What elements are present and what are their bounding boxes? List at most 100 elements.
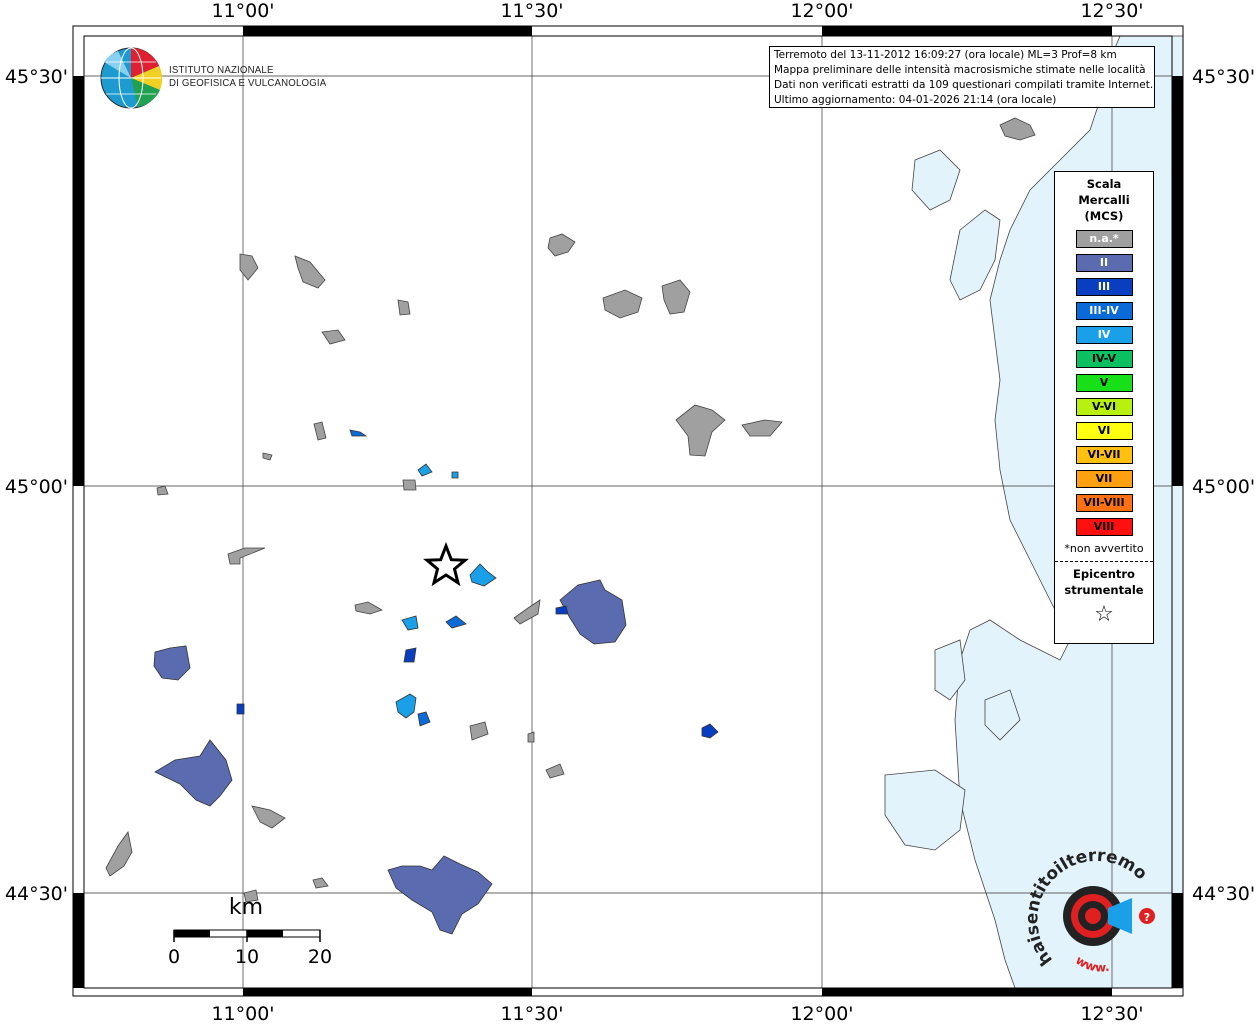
intensity-legend: Scala Mercalli (MCS) n.a.* II III III-IV IV I… bbox=[1054, 171, 1154, 644]
legend-note: *non avvertito bbox=[1064, 542, 1144, 555]
right-lat-label: 45°00' bbox=[1192, 476, 1255, 498]
grid-labels: 11°00' 11°30' 12°00' 12°30' 11°00' 11°30… bbox=[5, 0, 1255, 1024]
left-lat-label: 45°30' bbox=[5, 66, 68, 88]
municipality bbox=[701, 723, 719, 739]
legend-swatch: IV-V bbox=[1075, 350, 1133, 368]
municipality bbox=[243, 889, 259, 903]
lagoon bbox=[984, 689, 1021, 741]
legend-swatch: n.a.* bbox=[1075, 230, 1133, 248]
legend-epicentre-line: Epicentro bbox=[1073, 567, 1135, 581]
legend-scale-list: n.a.* II III III-IV IV IV-V V V-VI VI VI-VII VII VI… bbox=[1055, 230, 1153, 536]
left-lat-label: 45°00' bbox=[5, 476, 68, 498]
scale-bar-unit: km bbox=[229, 895, 263, 920]
municipality bbox=[154, 739, 233, 807]
municipality bbox=[661, 279, 691, 315]
venice-island bbox=[999, 117, 1036, 141]
municipality bbox=[445, 615, 467, 629]
legend-swatch: V bbox=[1075, 374, 1133, 392]
legend-separator bbox=[1055, 561, 1153, 562]
top-lon-label: 11°00' bbox=[211, 0, 274, 22]
legend-swatch: VIII bbox=[1075, 518, 1133, 536]
municipality bbox=[513, 599, 541, 625]
municipality bbox=[403, 647, 417, 663]
legend-title-line: Scala bbox=[1086, 177, 1122, 191]
lagoon bbox=[884, 769, 966, 851]
legend-swatch: III-IV bbox=[1075, 302, 1133, 320]
logo-line: ISTITUTO NAZIONALE bbox=[169, 64, 274, 76]
legend-swatch: V-VI bbox=[1075, 398, 1133, 416]
municipality bbox=[417, 463, 433, 477]
svg-text:?: ? bbox=[1144, 911, 1150, 924]
gridlines bbox=[84, 36, 1172, 988]
municipality bbox=[387, 855, 493, 935]
legend-swatch: IV bbox=[1075, 326, 1133, 344]
left-lat-label: 44°30' bbox=[5, 883, 68, 905]
lagoon bbox=[949, 209, 1001, 301]
right-lat-label: 44°30' bbox=[1192, 883, 1255, 905]
municipality bbox=[527, 731, 535, 743]
municipality bbox=[469, 721, 489, 741]
municipality bbox=[354, 601, 383, 615]
municipality bbox=[545, 763, 565, 779]
municipalities-iv bbox=[395, 463, 497, 719]
municipality bbox=[675, 404, 726, 457]
legend-swatch: VI bbox=[1075, 422, 1133, 440]
municipality bbox=[402, 479, 417, 491]
municipality bbox=[153, 645, 191, 681]
ingv-logo-text: ISTITUTO NAZIONALE DI GEOFISICA E VULCAN… bbox=[169, 64, 326, 90]
legend-epicentre-line: strumentale bbox=[1064, 583, 1144, 597]
municipality bbox=[741, 419, 783, 437]
event-info-line: Ultimo aggiornamento: 04-01-2026 21:14 (… bbox=[774, 94, 1057, 106]
municipality bbox=[397, 299, 411, 316]
municipality bbox=[312, 877, 329, 889]
lagoon bbox=[934, 639, 966, 701]
legend-epicentre-label: Epicentro strumentale bbox=[1055, 566, 1153, 598]
municipality bbox=[417, 711, 431, 727]
municipalities-iii-iv bbox=[349, 429, 467, 727]
municipalities-na bbox=[105, 233, 783, 903]
legend-swatch: II bbox=[1075, 254, 1133, 272]
municipality bbox=[313, 421, 327, 441]
municipality bbox=[294, 255, 326, 289]
scale-tick-label: 10 bbox=[235, 946, 259, 968]
event-info-box: Terremoto del 13-11-2012 16:09:27 (ora l… bbox=[769, 46, 1155, 108]
municipality bbox=[555, 605, 569, 615]
municipality bbox=[349, 429, 368, 437]
legend-title-line: (MCS) bbox=[1084, 209, 1124, 223]
scale-bar: km 0 10 20 bbox=[168, 895, 332, 968]
municipality bbox=[227, 547, 266, 565]
bottom-lon-label: 12°00' bbox=[790, 1003, 853, 1024]
municipality bbox=[105, 831, 133, 877]
municipality bbox=[239, 253, 259, 281]
event-info-line: Mappa preliminare delle intensità macros… bbox=[774, 64, 1146, 76]
epicentre-star bbox=[423, 541, 469, 587]
municipalities-ii bbox=[153, 579, 627, 935]
municipality bbox=[559, 579, 627, 645]
municipalities-iii bbox=[236, 605, 719, 739]
legend-swatch: VII-VIII bbox=[1075, 494, 1133, 512]
municipality bbox=[602, 289, 643, 319]
municipality bbox=[395, 693, 417, 719]
event-info-line: Terremoto del 13-11-2012 16:09:27 (ora l… bbox=[774, 49, 1117, 61]
municipality bbox=[401, 615, 419, 631]
bottom-lon-label: 11°30' bbox=[500, 1003, 563, 1024]
top-lon-label: 11°30' bbox=[500, 0, 563, 22]
lagoon bbox=[911, 149, 961, 211]
right-lat-label: 45°30' bbox=[1192, 66, 1255, 88]
scale-tick-label: 20 bbox=[308, 946, 332, 968]
scale-tick-label: 0 bbox=[168, 946, 180, 968]
municipality bbox=[251, 805, 286, 829]
municipality bbox=[262, 452, 273, 461]
legend-swatch: III bbox=[1075, 278, 1133, 296]
logo-line: DI GEOFISICA E VULCANOLOGIA bbox=[169, 77, 327, 89]
municipality bbox=[236, 703, 245, 715]
municipality bbox=[321, 329, 346, 345]
event-info-line: Dati non verificati estratti da 109 ques… bbox=[774, 79, 1154, 91]
municipality bbox=[451, 471, 459, 479]
legend-title: Scala Mercalli (MCS) bbox=[1055, 176, 1153, 224]
legend-swatch: VII bbox=[1075, 470, 1133, 488]
legend-star-icon: ☆ bbox=[1094, 602, 1114, 627]
legend-swatch: VI-VII bbox=[1075, 446, 1133, 464]
municipality bbox=[156, 485, 169, 496]
